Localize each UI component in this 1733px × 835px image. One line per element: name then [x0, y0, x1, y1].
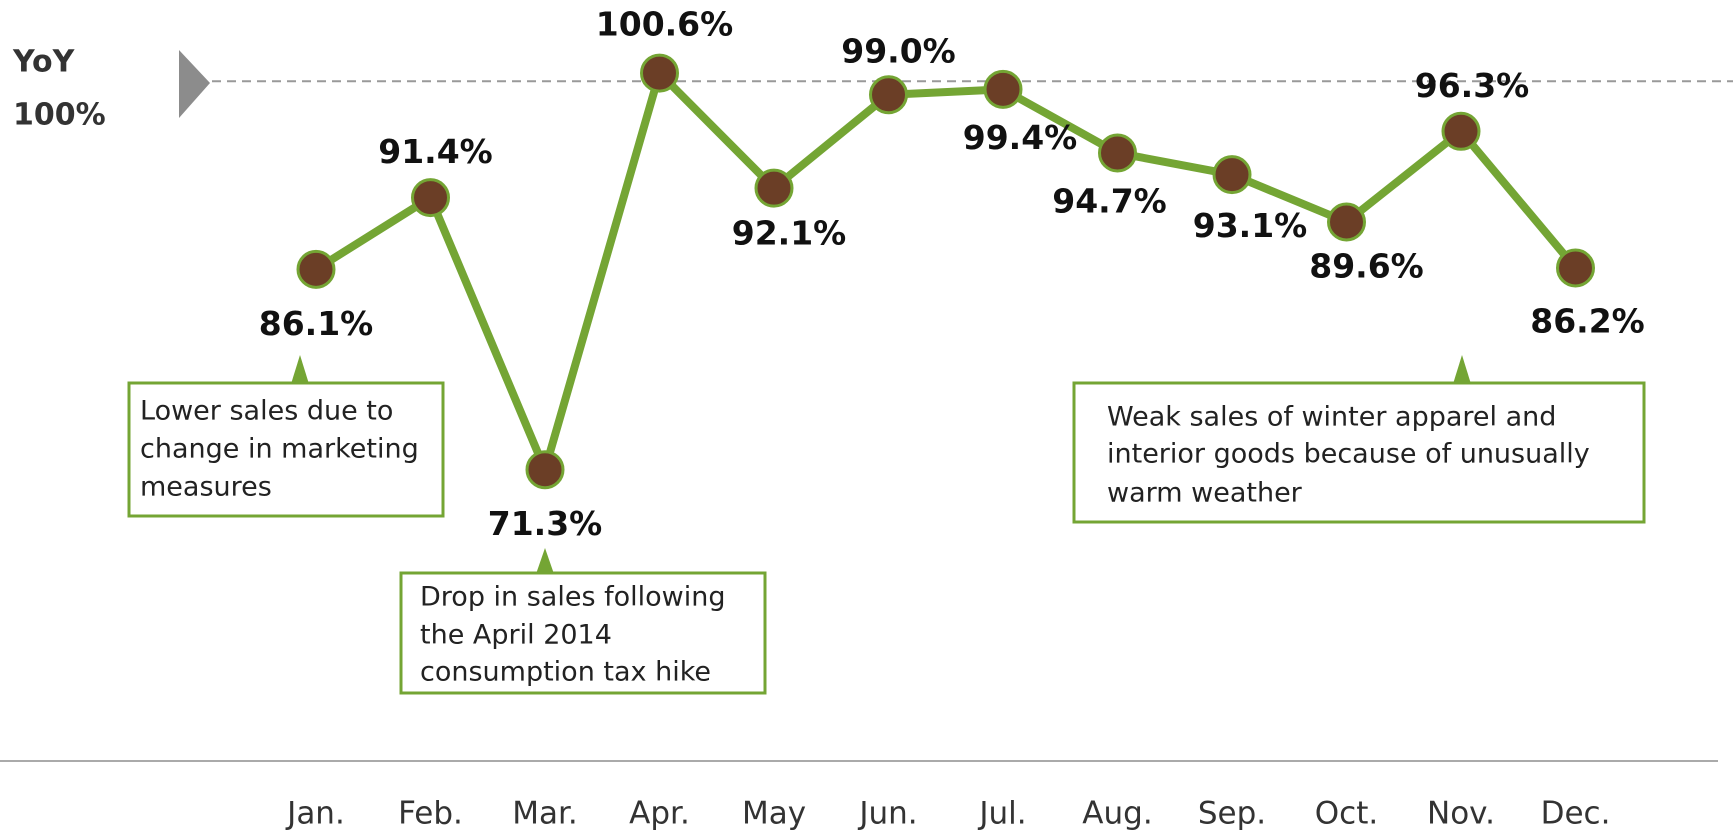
- x-tick-label: Jan.: [285, 796, 345, 832]
- annotation-box: [399, 571, 767, 695]
- x-tick-label: Jul.: [977, 796, 1026, 832]
- marker: [1441, 111, 1481, 151]
- marker: [640, 53, 679, 93]
- data-label: 96.3%: [1415, 66, 1530, 105]
- data-label: 91.4%: [378, 132, 493, 171]
- x-tick-label: Sep.: [1198, 796, 1266, 832]
- annotation-text: change in marketing: [140, 434, 419, 465]
- annotation-text: Lower sales due to: [140, 396, 393, 427]
- marker: [754, 168, 794, 208]
- marker: [869, 75, 908, 115]
- x-tick-label: Mar.: [512, 796, 578, 832]
- annotation-box: [1072, 381, 1646, 524]
- annotation-box: [127, 381, 445, 518]
- reference-label: YoY: [12, 45, 76, 80]
- data-label: 94.7%: [1052, 181, 1167, 220]
- data-label: 99.0%: [841, 31, 956, 70]
- reference-label: 100%: [13, 98, 106, 133]
- data-label: 89.6%: [1309, 246, 1424, 285]
- x-tick-label: Apr.: [629, 796, 690, 832]
- x-tick-label: Feb.: [398, 796, 463, 832]
- x-tick-label: May: [742, 796, 806, 832]
- marker: [1098, 133, 1137, 173]
- annotation-text: warm weather: [1107, 478, 1303, 509]
- marker: [1556, 248, 1595, 288]
- marker: [411, 178, 450, 218]
- annotation-text: interior goods because of unusually: [1107, 439, 1590, 470]
- x-tick-label: Dec.: [1541, 796, 1611, 832]
- marker: [1212, 155, 1252, 195]
- pointer: [291, 355, 309, 384]
- annotation-text: measures: [140, 472, 272, 503]
- line: [313, 69, 1579, 474]
- data-label: 99.4%: [963, 118, 1078, 157]
- data-label: 86.1%: [259, 304, 374, 343]
- data-label: 86.2%: [1530, 302, 1645, 341]
- x-tick-label: Nov.: [1427, 796, 1495, 832]
- data-label: 93.1%: [1193, 206, 1308, 245]
- pointer: [536, 548, 554, 574]
- marker: [983, 69, 1023, 109]
- pointer: [1453, 355, 1471, 384]
- marker: [1327, 202, 1366, 242]
- annotation-text: Weak sales of winter apparel and: [1107, 402, 1556, 433]
- marker: [296, 249, 336, 289]
- x-tick-label: Jun.: [857, 796, 917, 832]
- x-tick-label: Oct.: [1315, 796, 1378, 832]
- annotation-text: consumption tax hike: [420, 657, 711, 688]
- x-tick-label: Aug.: [1082, 796, 1152, 832]
- data-label: 100.6%: [596, 5, 733, 44]
- annotation-text: the April 2014: [420, 620, 612, 651]
- data-label: 92.1%: [732, 214, 847, 253]
- marker: [525, 450, 565, 490]
- data-label: 71.3%: [488, 504, 603, 543]
- annotation-text: Drop in sales following: [420, 582, 726, 613]
- reference-arrow: [179, 50, 210, 118]
